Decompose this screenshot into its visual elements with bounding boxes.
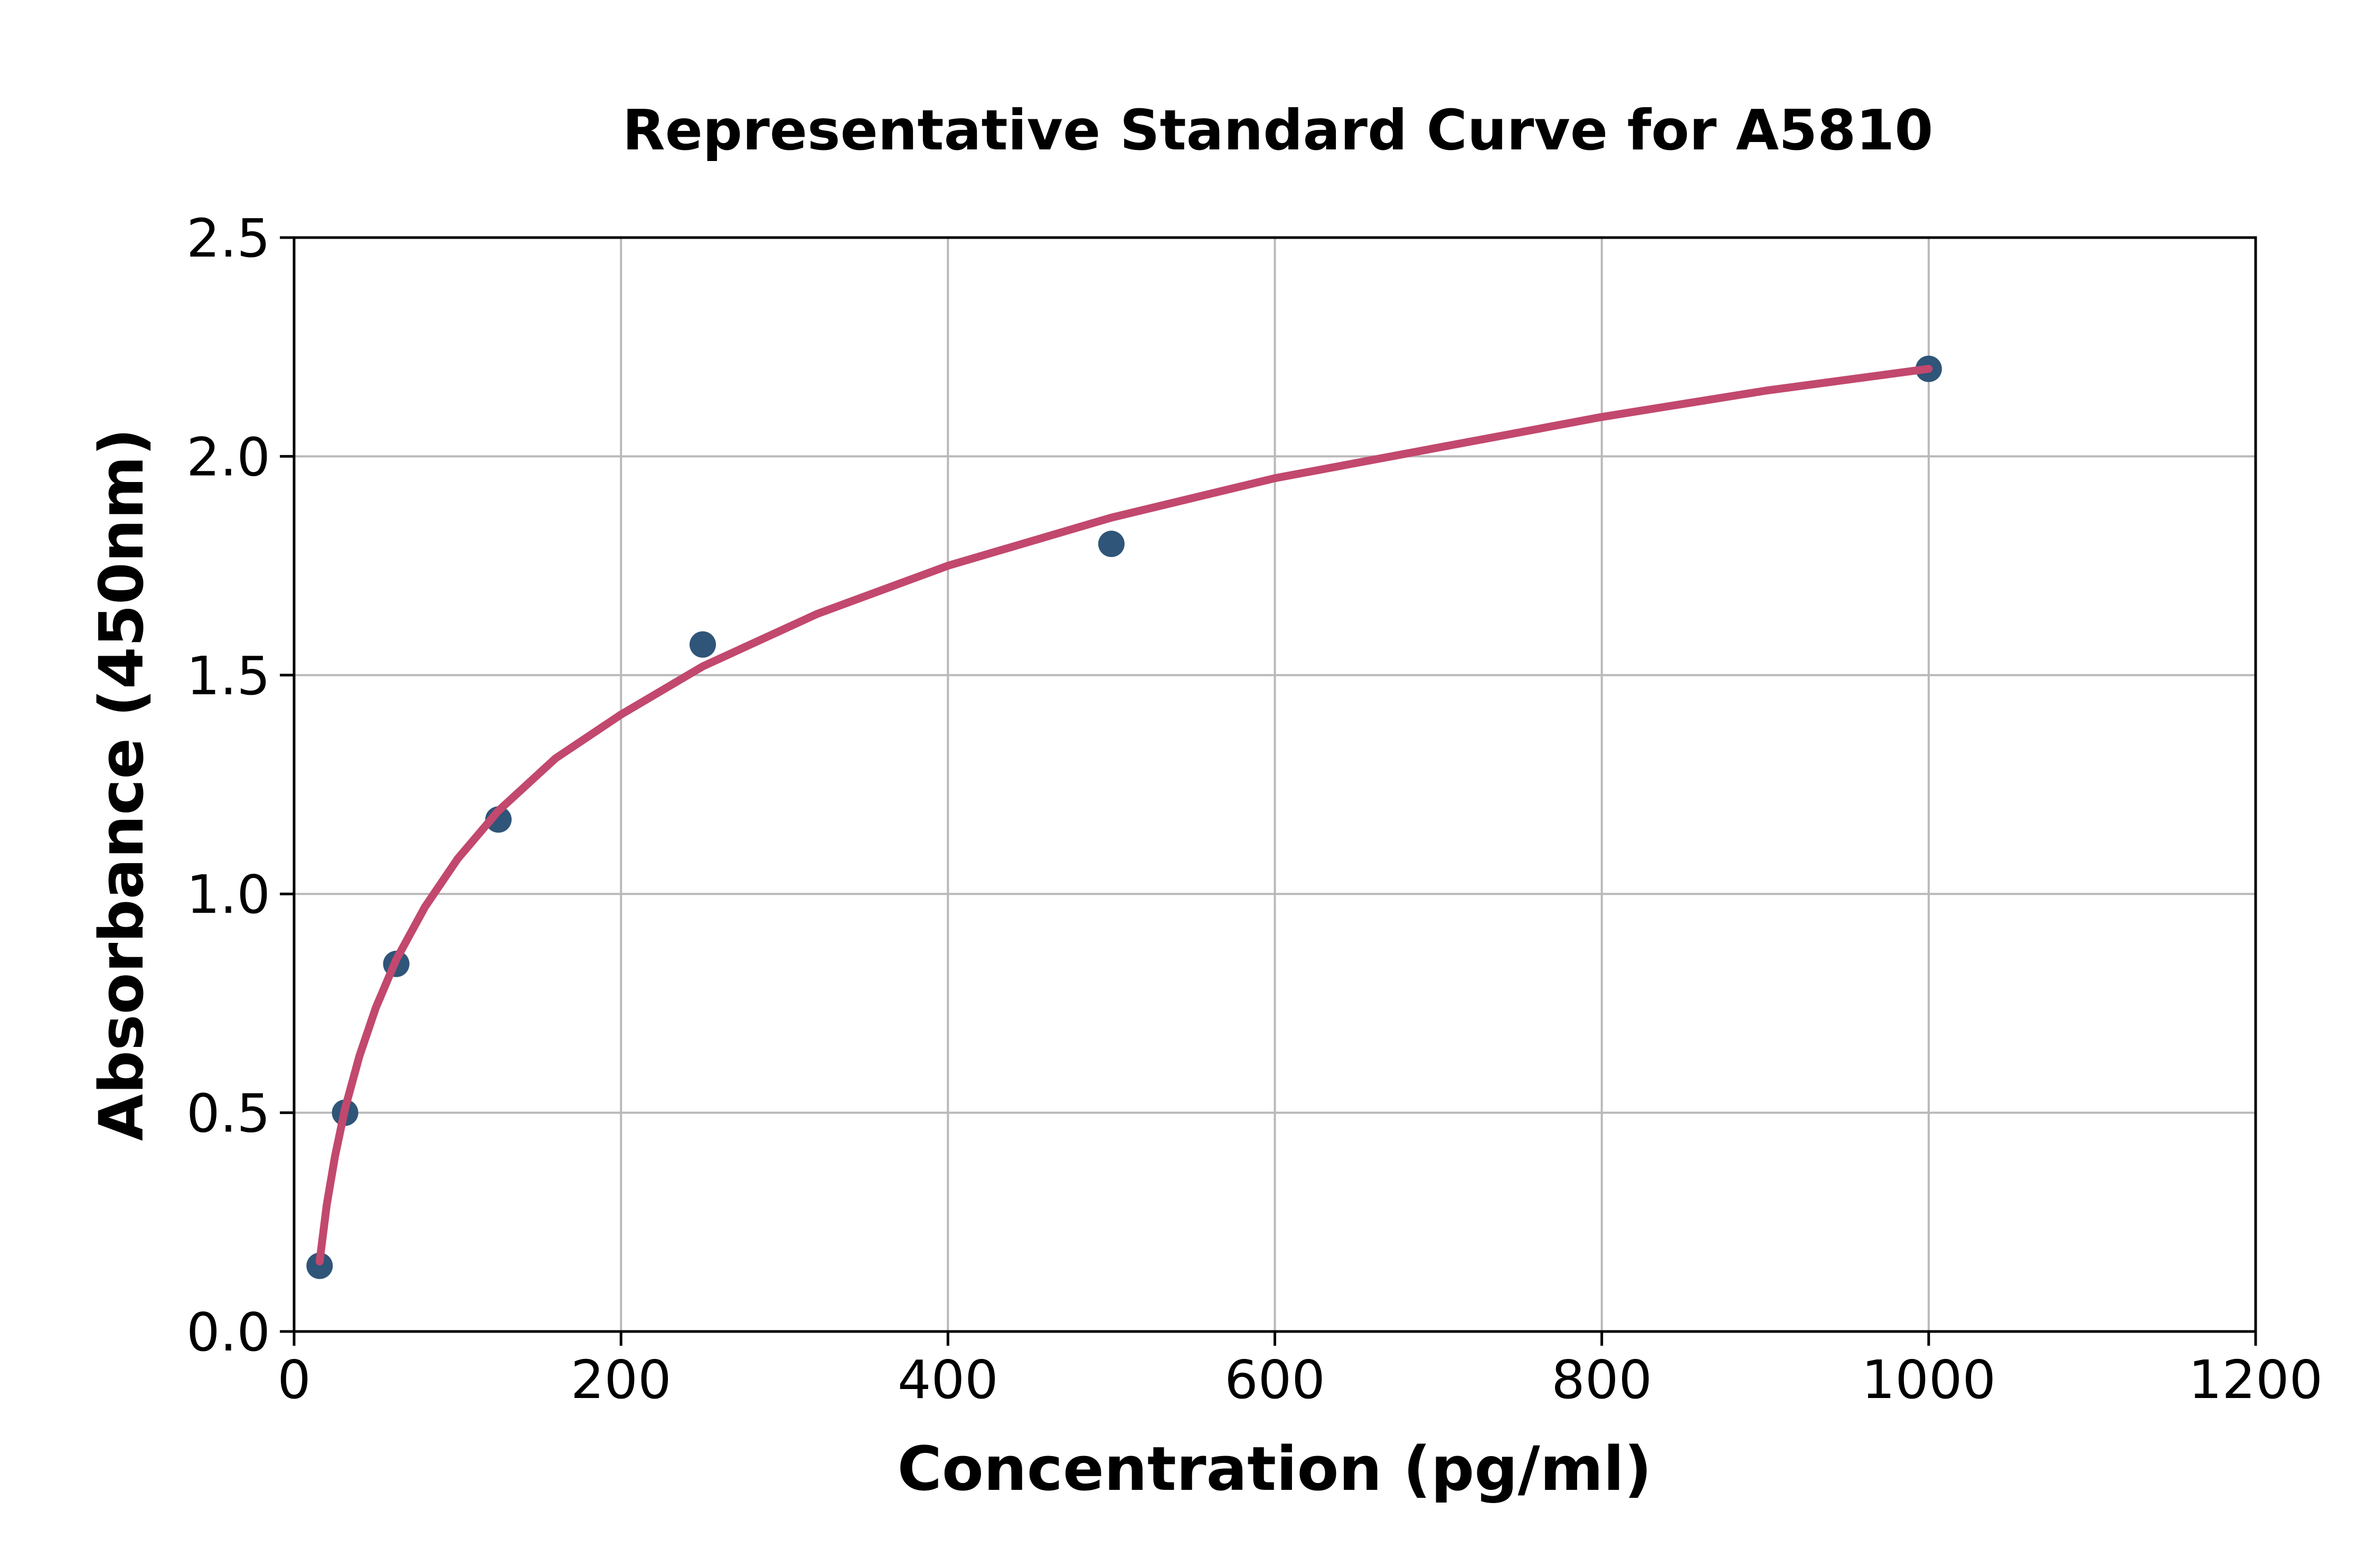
y-tick-label: 2.0 — [186, 426, 270, 488]
y-tick-label: 1.0 — [186, 864, 270, 925]
plot-border — [293, 236, 2257, 1333]
x-tick-label: 0 — [277, 1349, 311, 1411]
data-point — [306, 1252, 333, 1279]
fit-curve-line — [315, 365, 1933, 1265]
y-axis-label: Absorbance (450nm) — [87, 428, 157, 1141]
fit-curve-layer — [315, 365, 1933, 1265]
data-point — [1098, 531, 1125, 558]
chart-title: Representative Standard Curve for A5810 — [623, 98, 1934, 163]
x-tick-label: 1200 — [2189, 1349, 2323, 1411]
y-tick-label: 0.5 — [186, 1083, 270, 1145]
axes-layer — [280, 236, 2257, 1346]
y-tick-label: 1.5 — [186, 645, 270, 707]
tick-labels-layer: 0 200 400 600 800 1000 1200 0.0 0.5 1.0 1.5 2.0 2.5 — [186, 207, 2323, 1411]
y-tick-label: 0.0 — [186, 1301, 270, 1363]
x-axis-label: Concentration (pg/ml) — [898, 1434, 1652, 1505]
x-tick-label: 1000 — [1862, 1349, 1996, 1411]
x-tick-label: 800 — [1551, 1349, 1652, 1411]
x-tick-label: 600 — [1224, 1349, 1325, 1411]
data-point — [689, 631, 716, 658]
y-tick-label: 2.5 — [186, 207, 270, 269]
gridlines-layer — [294, 238, 2256, 1331]
x-tick-label: 200 — [571, 1349, 672, 1411]
x-tick-label: 400 — [898, 1349, 998, 1411]
